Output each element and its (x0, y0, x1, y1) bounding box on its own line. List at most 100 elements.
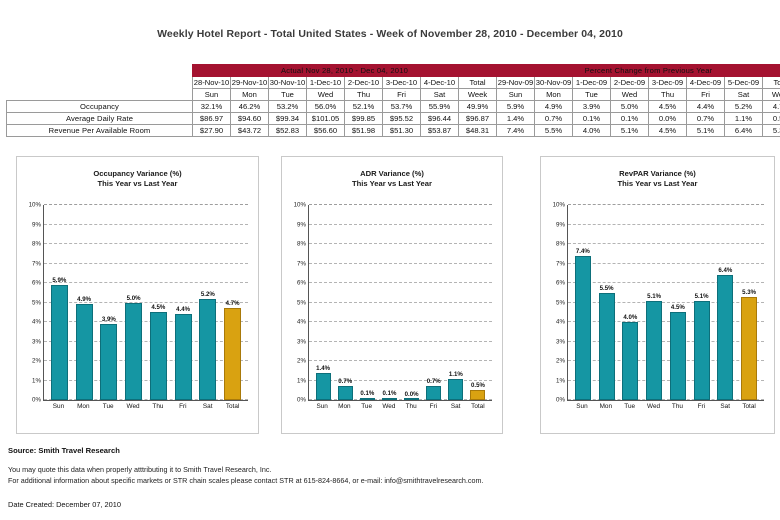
plot-area: 0% 1% 2% 3% 4% 5% 6% 7% 8% 9% 10% 7.4% 5.5% 4.0% 5.1% 4… (553, 202, 764, 404)
table-header: Actual Nov 28, 2010 - Dec 04, 2010 Perce… (6, 64, 780, 101)
col-date: 28-Nov-10 (192, 76, 231, 89)
cell: 1.1% (724, 112, 763, 125)
bar-column[interactable]: 1.1% (445, 205, 467, 400)
bar[interactable] (224, 308, 242, 400)
bar-column[interactable]: 0.1% (378, 205, 400, 400)
bar-column[interactable]: 5.1% (642, 205, 666, 400)
col-date: 2-Dec-10 (344, 76, 383, 89)
y-axis-tick: 1% (556, 377, 565, 384)
bar[interactable] (470, 390, 486, 400)
bar[interactable] (717, 275, 734, 400)
col-date: 3-Dec-09 (648, 76, 687, 89)
bar-column[interactable]: 4.5% (666, 205, 690, 400)
gridline: 2% (297, 358, 492, 365)
bar[interactable] (50, 284, 68, 400)
x-axis-labels: Sun Mon Tue Wed Thu Fri Sat Total (567, 403, 764, 415)
bar[interactable] (404, 398, 420, 400)
bar-value-label: 5.1% (647, 292, 662, 300)
bar[interactable] (174, 314, 192, 400)
gridline: 9% (556, 221, 764, 228)
bar-column[interactable]: 0.1% (356, 205, 378, 400)
bar[interactable] (199, 298, 217, 400)
bar-column[interactable]: 4.5% (146, 205, 171, 400)
bar[interactable] (359, 398, 375, 400)
bar-group: 1.4% 0.7% 0.1% 0.1% 0.0% 0.7% 1.1% 0.5% (309, 205, 492, 400)
bar-column[interactable]: 4.0% (619, 205, 643, 400)
y-axis-tick: 10% (28, 201, 41, 209)
bar-value-label: 4.0% (623, 314, 638, 321)
y-axis-tick: 4% (32, 318, 41, 326)
x-axis-tick: Wed (382, 403, 396, 410)
bar-column[interactable]: 3.9% (97, 205, 122, 400)
y-axis-tick: 0% (297, 396, 306, 404)
bar-column[interactable]: 4.4% (171, 205, 196, 400)
cell: $52.83 (268, 124, 307, 137)
bar[interactable] (741, 296, 758, 400)
y-axis-tick: 7% (32, 260, 41, 267)
bar[interactable] (669, 312, 686, 400)
bar-column[interactable]: 5.5% (595, 205, 619, 400)
y-axis-tick: 5% (32, 299, 41, 306)
bar-column[interactable]: 5.9% (47, 205, 72, 400)
bar-column[interactable]: 0.7% (423, 205, 445, 400)
y-axis-tick: 4% (297, 318, 306, 326)
bar[interactable] (381, 398, 397, 400)
summary-table-container: Actual Nov 28, 2010 - Dec 04, 2010 Perce… (6, 64, 780, 137)
gridline: 8% (556, 241, 764, 248)
bar-value-label: 0.1% (360, 390, 375, 398)
chart-occupancy-variance: Occupancy Variance (%) This Year vs Last… (16, 156, 259, 434)
plot-area: 0% 1% 2% 3% 4% 5% 6% 7% 8% 9% 10% 5.9% 4.9% 3.9% 5.0% 4… (29, 202, 248, 404)
bar-column[interactable]: 0.0% (401, 205, 423, 400)
bar-column[interactable]: 4.9% (72, 205, 97, 400)
bar-column[interactable]: 7.4% (571, 205, 595, 400)
bar-column[interactable]: 0.5% (467, 205, 489, 400)
bar[interactable] (125, 302, 143, 400)
bar[interactable] (337, 386, 353, 400)
y-axis-tick: 3% (32, 338, 41, 345)
bar[interactable] (574, 255, 591, 400)
bar[interactable] (622, 322, 639, 400)
x-axis-tick: Sat (202, 403, 213, 410)
cell: $101.05 (306, 112, 345, 125)
bar[interactable] (646, 300, 663, 400)
bar-value-label: 0.5% (470, 382, 485, 390)
cell: $95.52 (382, 112, 421, 125)
cell: $27.90 (192, 124, 231, 137)
bar-value-label: 1.1% (448, 370, 463, 378)
cell: 4.0% (572, 124, 611, 137)
y-axis-tick: 5% (297, 299, 306, 306)
bar-column[interactable]: 6.4% (714, 205, 738, 400)
bar-column[interactable]: 4.7% (220, 205, 245, 400)
bar-column[interactable]: 5.0% (121, 205, 146, 400)
y-axis-tick: 0% (32, 396, 41, 404)
bar[interactable] (693, 300, 710, 400)
bar-column[interactable]: 5.1% (690, 205, 714, 400)
table-row: Average Daily Rate $86.97 $94.60 $99.34 … (6, 112, 780, 125)
cell: 0.0% (648, 112, 687, 125)
bar[interactable] (149, 312, 167, 400)
bar-value-label: 7.4% (575, 247, 590, 255)
bar-column[interactable]: 5.2% (196, 205, 221, 400)
col-date: Total (762, 76, 780, 89)
x-axis-tick: Total (742, 403, 756, 410)
bar[interactable] (598, 292, 615, 400)
bar[interactable] (75, 304, 93, 400)
bar-column[interactable]: 0.7% (334, 205, 356, 400)
col-date: 5-Dec-09 (724, 76, 763, 89)
col-date: 4-Dec-10 (420, 76, 459, 89)
bar[interactable] (448, 378, 464, 400)
bar-column[interactable]: 5.3% (737, 205, 761, 400)
cell: $99.34 (268, 112, 307, 125)
col-dow: Mon (534, 88, 573, 101)
x-axis-tick: Tue (361, 403, 373, 410)
bar[interactable] (100, 323, 118, 400)
gridline: 3% (297, 338, 492, 345)
gridline: 8% (32, 241, 248, 248)
cell: $51.30 (382, 124, 421, 137)
gridline: 0% (32, 397, 248, 404)
col-date: 30-Nov-10 (268, 76, 307, 89)
bar-column[interactable]: 1.4% (312, 205, 334, 400)
bar[interactable] (315, 372, 331, 400)
x-axis-tick: Fri (697, 403, 706, 410)
bar[interactable] (426, 386, 442, 400)
